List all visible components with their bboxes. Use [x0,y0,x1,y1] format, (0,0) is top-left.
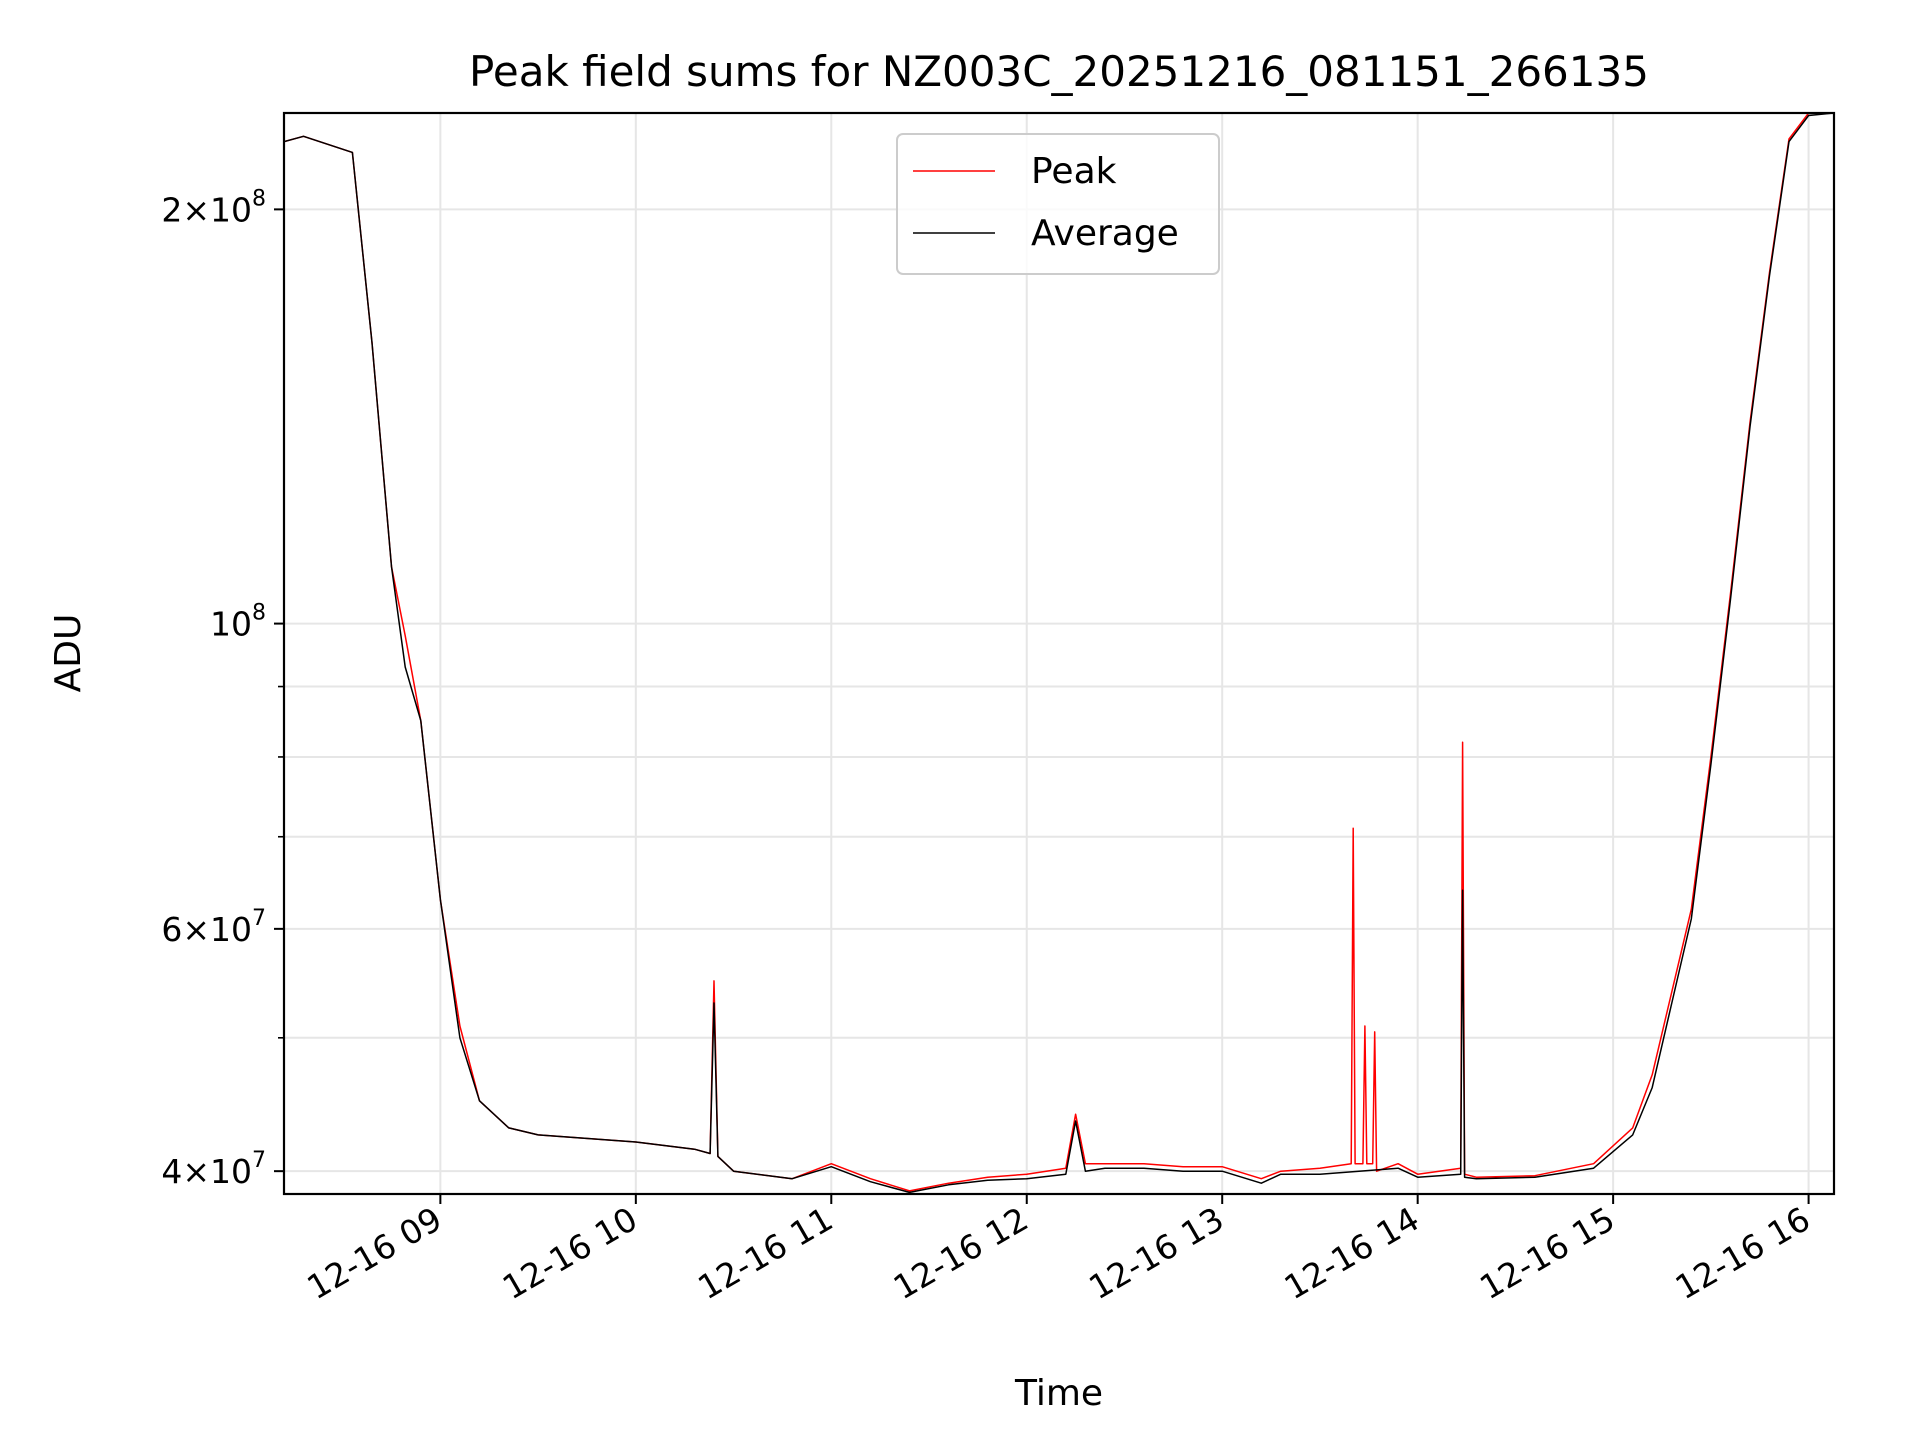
y-tick-label: 2×108 [161,186,266,229]
legend-average-label: Average [1031,213,1179,254]
series-line-average [284,113,1834,1194]
y-axis: 4×107 6×107 108 2×108 [161,186,284,1191]
y-tick-label: 6×107 [161,906,266,949]
chart-title: Peak field sums for NZ003C_20251216_0811… [469,47,1649,96]
grid [284,113,1834,1194]
plot-frame [282,111,1836,1196]
y-axis-label: ADU [48,614,89,693]
y-tick-label: 4×107 [161,1148,266,1191]
legend-box [896,133,1220,275]
plot-lines [284,113,1834,1194]
x-axis-label: Time [1014,1373,1103,1414]
y-tick-label: 108 [210,601,266,644]
legend: Peak Average [896,133,1220,275]
legend-peak-label: Peak [1031,151,1117,192]
